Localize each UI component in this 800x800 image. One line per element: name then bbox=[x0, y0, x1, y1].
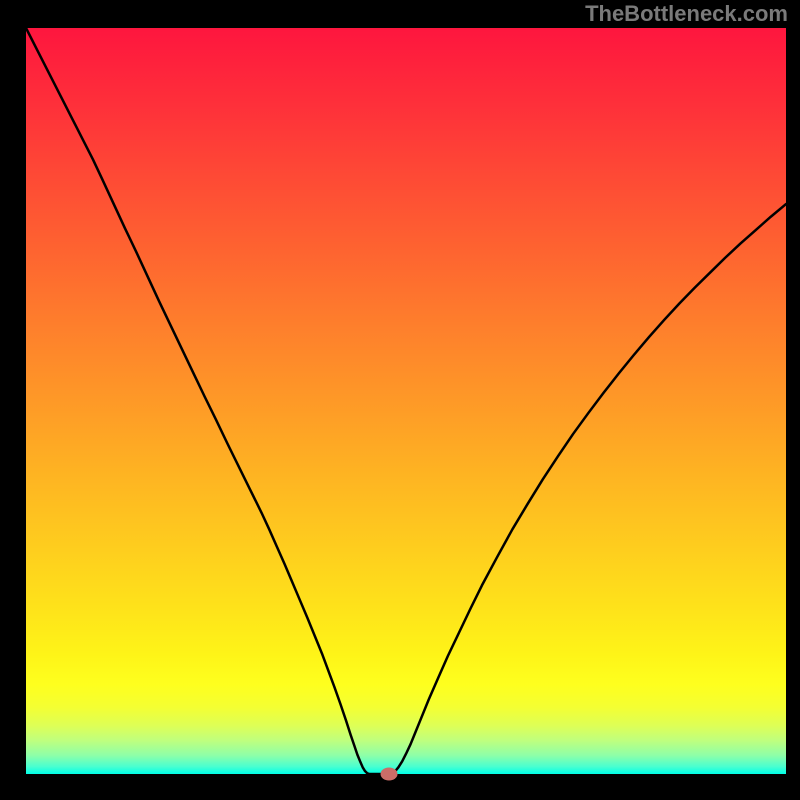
bottleneck-curve bbox=[26, 28, 786, 774]
chart-container: TheBottleneck.com bbox=[0, 0, 800, 800]
optimal-point-marker bbox=[381, 768, 398, 781]
curve-svg bbox=[0, 0, 800, 800]
watermark-text: TheBottleneck.com bbox=[585, 1, 788, 27]
